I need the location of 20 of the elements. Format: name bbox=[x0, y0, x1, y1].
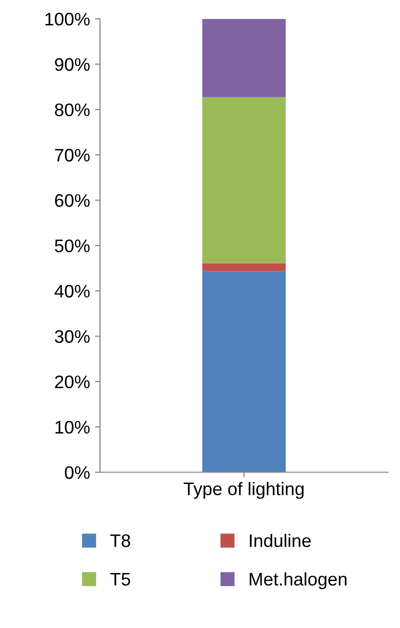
y-tick-label: 60% bbox=[55, 194, 90, 207]
y-tick-label: 90% bbox=[54, 58, 90, 71]
y-tick-label: 20% bbox=[55, 376, 90, 388]
y-tick-label: 10% bbox=[56, 420, 90, 434]
legend-label: Met.halogen bbox=[250, 572, 346, 590]
bar bbox=[202, 97, 286, 264]
y-tick-label: 80% bbox=[54, 103, 90, 116]
bar bbox=[202, 271, 286, 472]
y-tick-label: 100% bbox=[45, 12, 90, 26]
legend-label: Induline bbox=[250, 534, 311, 548]
x-tick-label: Type of lighting bbox=[184, 482, 304, 499]
bar bbox=[202, 263, 286, 272]
y-tick-label: 50% bbox=[54, 239, 90, 252]
y-tick-label: 30% bbox=[54, 330, 90, 343]
bar bbox=[202, 18, 286, 98]
y-tick-label: 40% bbox=[54, 284, 90, 298]
y-tick-label: 70% bbox=[55, 148, 90, 162]
legend-label: T5 bbox=[110, 573, 130, 586]
y-tick-label: 0% bbox=[64, 466, 90, 479]
legend-label: T8 bbox=[110, 534, 130, 548]
